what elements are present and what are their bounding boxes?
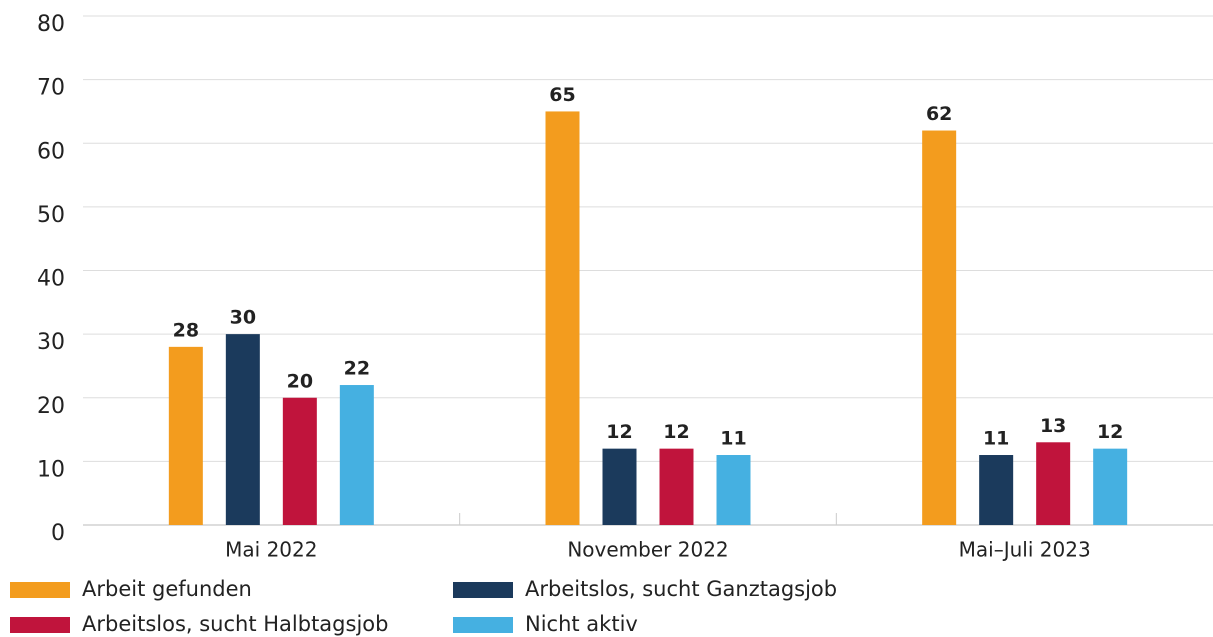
data-label: 30 xyxy=(230,307,256,329)
data-label: 12 xyxy=(1097,421,1123,443)
y-tick-label: 50 xyxy=(37,203,65,228)
bar xyxy=(979,455,1014,525)
data-label: 22 xyxy=(344,358,370,380)
y-tick-label: 20 xyxy=(37,394,65,419)
data-label: 12 xyxy=(663,421,689,443)
bar xyxy=(659,448,694,525)
y-tick-label: 60 xyxy=(37,139,65,164)
bar xyxy=(922,130,957,525)
bar xyxy=(339,385,374,525)
bar xyxy=(1093,448,1128,525)
data-label: 62 xyxy=(926,103,952,125)
legend-label: Arbeitslos, sucht Ganztagsjob xyxy=(525,577,837,601)
x-tick-label: Mai–Juli 2023 xyxy=(959,538,1091,562)
legend-label: Nicht aktiv xyxy=(525,612,638,636)
x-tick-label: Mai 2022 xyxy=(225,538,317,562)
legend-swatch xyxy=(453,617,513,633)
y-tick-label: 40 xyxy=(37,267,65,292)
y-tick-label: 30 xyxy=(37,330,65,355)
x-tick-label: November 2022 xyxy=(567,538,728,562)
bar xyxy=(1036,442,1071,525)
legend-swatch xyxy=(453,582,513,598)
data-label: 11 xyxy=(983,428,1009,450)
legend-label: Arbeitslos, sucht Halbtagsjob xyxy=(82,612,388,636)
data-label: 28 xyxy=(173,319,199,341)
bar xyxy=(545,111,580,525)
bar xyxy=(282,397,317,525)
data-label: 20 xyxy=(287,370,313,392)
legend-swatch xyxy=(10,582,70,598)
data-label: 13 xyxy=(1040,415,1066,437)
legend-swatch xyxy=(10,617,70,633)
data-label: 11 xyxy=(720,428,746,450)
y-tick-label: 80 xyxy=(37,12,65,37)
legend-label: Arbeit gefunden xyxy=(82,577,252,601)
data-label: 12 xyxy=(606,421,632,443)
bar xyxy=(602,448,637,525)
bar xyxy=(225,334,260,525)
y-tick-label: 10 xyxy=(37,457,65,482)
bar xyxy=(168,346,203,525)
bar xyxy=(716,455,751,525)
y-tick-label: 0 xyxy=(51,521,65,546)
data-label: 65 xyxy=(549,84,575,106)
y-tick-label: 70 xyxy=(37,76,65,101)
